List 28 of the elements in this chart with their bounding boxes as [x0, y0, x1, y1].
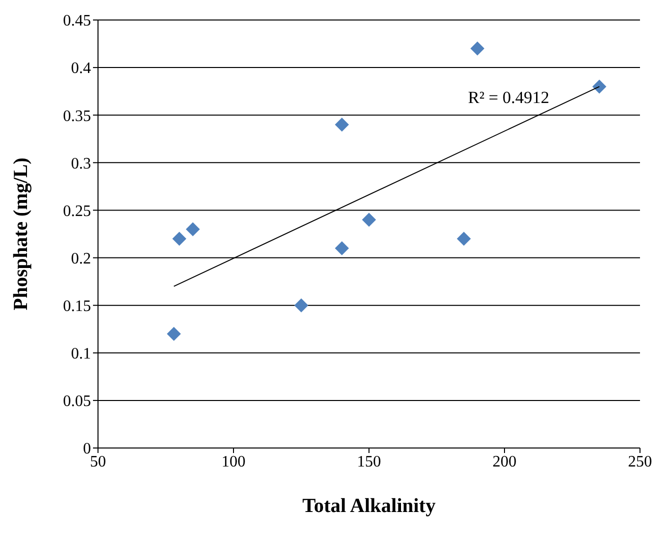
- x-tick-label: 150: [357, 453, 381, 470]
- x-axis-title: Total Alkalinity: [302, 495, 436, 517]
- point: [294, 298, 308, 312]
- x-tick-label: 50: [90, 453, 106, 470]
- point: [172, 232, 186, 246]
- point: [334, 241, 349, 256]
- x-tick-label: 200: [492, 453, 516, 470]
- y-tick-label: 0.25: [63, 202, 91, 220]
- y-tick-label: 0.45: [63, 12, 91, 30]
- y-tick-label: 0.15: [63, 298, 91, 316]
- y-tick-label: 0.2: [71, 250, 91, 268]
- point: [470, 42, 484, 56]
- y-tick-label: 0.1: [71, 346, 91, 363]
- point: [186, 222, 200, 236]
- y-tick-label: 0: [83, 440, 91, 458]
- point: [334, 118, 349, 132]
- point: [592, 80, 606, 94]
- y-tick-label: 0.3: [71, 155, 91, 172]
- y-tick-label: 0.4: [71, 60, 91, 78]
- y-axis-title: Phosphate (mg/L): [10, 158, 32, 310]
- point: [456, 232, 471, 246]
- y-tick-label: 0.35: [63, 108, 91, 125]
- point: [362, 212, 376, 227]
- annotation: R² = 0.4912: [468, 88, 550, 108]
- x-tick-label: 250: [628, 453, 652, 470]
- point: [166, 326, 181, 341]
- y-tick-label: 0.05: [63, 393, 91, 410]
- x-tick-label: 100: [222, 453, 246, 470]
